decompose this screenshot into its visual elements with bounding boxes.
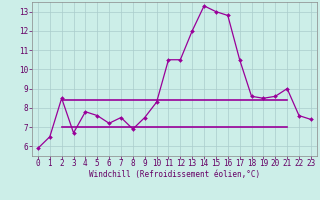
- X-axis label: Windchill (Refroidissement éolien,°C): Windchill (Refroidissement éolien,°C): [89, 170, 260, 179]
